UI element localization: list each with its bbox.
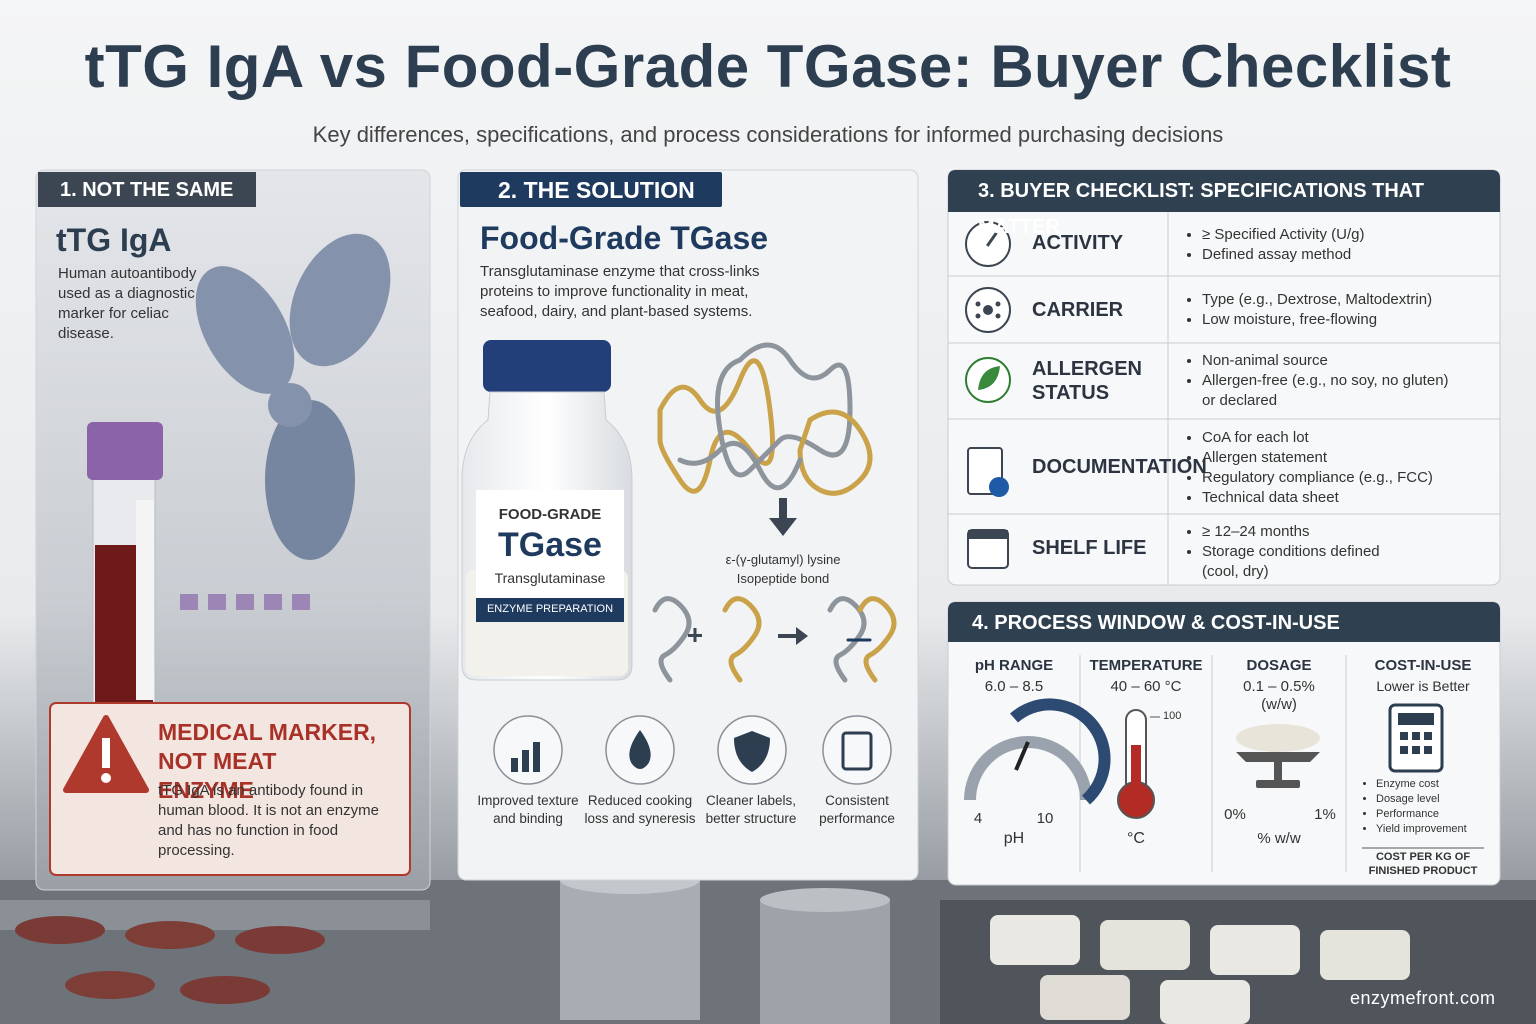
spec-name: ALLERGEN STATUS xyxy=(1032,358,1142,404)
spec-name: ACTIVITY xyxy=(1032,232,1124,254)
panel-header xyxy=(948,170,1500,212)
scale-max: 100 xyxy=(1163,710,1182,722)
panel-label: 2. THE SOLUTION xyxy=(498,177,695,203)
spec-name: SHELF LIFE xyxy=(1032,537,1147,559)
cost-factor: Yield improvement xyxy=(1376,822,1467,837)
row-glyphs xyxy=(968,231,1009,539)
spec-item: Storage conditions defined (cool, dry) xyxy=(1202,542,1402,582)
warning-text: tTG IgA is an antibody found in human bl… xyxy=(158,782,379,859)
cost-footer: COST PER KG OF FINISHED PRODUCT xyxy=(1368,851,1478,877)
scale xyxy=(1236,724,1320,788)
scale-min: 4 xyxy=(973,810,983,827)
sample-tubes xyxy=(180,594,310,610)
panel-tab xyxy=(460,172,722,207)
ph-gauge xyxy=(964,698,1111,805)
spec-name: CARRIER xyxy=(1032,299,1124,321)
scale-min: 0% xyxy=(1224,806,1246,823)
factory-scene xyxy=(0,866,1536,1024)
panel-heading: Food-Grade TGase xyxy=(480,220,769,256)
panel-description: Transglutaminase enzyme that cross-links… xyxy=(480,263,760,320)
table-rules xyxy=(948,212,1500,585)
unit-label: °C xyxy=(1127,830,1145,847)
column-title: COST-IN-USE xyxy=(1374,657,1472,674)
spec-item: Regulatory compliance (e.g., FCC) xyxy=(1202,468,1433,488)
cost-factor: Enzyme cost xyxy=(1376,777,1467,792)
benefit-glyphs xyxy=(511,730,873,772)
column-value: 40 – 60 °C xyxy=(1110,678,1182,695)
benefit-label: Consistent performance xyxy=(819,793,895,826)
panel-label: 4. PROCESS WINDOW & COST-IN-USE xyxy=(972,612,1340,634)
spec-item: Allergen-free (e.g., no soy, no gluten) … xyxy=(1202,371,1462,411)
spec-item: Low moisture, free-flowing xyxy=(1202,310,1432,330)
benefit-label: Cleaner labels, better structure xyxy=(705,793,797,826)
spec-item: Non-animal source xyxy=(1202,351,1462,371)
site-name: enzymefront.com xyxy=(1350,988,1496,1008)
spec-item: Technical data sheet xyxy=(1202,488,1433,508)
column-value: 6.0 – 8.5 xyxy=(984,678,1044,695)
warning-title: MEDICAL MARKER, NOT MEAT ENZYME xyxy=(158,719,377,803)
bottle-band: ENZYME PREPARATION xyxy=(486,603,614,615)
column-title: TEMPERATURE xyxy=(1089,657,1203,674)
spec-item: Type (e.g., Dextrose, Maltodextrin) xyxy=(1202,290,1432,310)
spec-item: CoA for each lot xyxy=(1202,428,1433,448)
spec-list: ≥ 12–24 months Storage conditions define… xyxy=(1186,522,1402,582)
spec-list: CoA for each lot Allergen statement Regu… xyxy=(1186,428,1433,508)
panel-heading: tTG IgA xyxy=(56,222,172,258)
enzyme-bottle xyxy=(461,340,633,681)
protein-structure xyxy=(652,342,897,683)
column-title: pH RANGE xyxy=(974,657,1054,674)
spec-item: ≥ 12–24 months xyxy=(1202,522,1402,542)
panel-header xyxy=(948,602,1500,642)
cost-factor: Dosage level xyxy=(1376,792,1467,807)
spec-item: Allergen statement xyxy=(1202,448,1433,468)
scale-max: 10 xyxy=(1036,810,1054,827)
column-value: 0.1 – 0.5% (w/w) xyxy=(1243,678,1315,713)
panel-description: Human autoantibody used as a diagnostic … xyxy=(58,265,197,342)
bottle-name: TGase xyxy=(498,526,602,564)
spec-name: DOCUMENTATION xyxy=(1032,456,1207,478)
blood-tube xyxy=(87,422,163,711)
panel-tab xyxy=(38,172,256,207)
cost-factors: Enzyme cost Dosage level Performance Yie… xyxy=(1360,777,1467,837)
bottle-line: Transglutaminase xyxy=(494,570,606,586)
bottle-line: FOOD-GRADE xyxy=(498,506,602,523)
page-title: tTG IgA vs Food-Grade TGase: Buyer Check… xyxy=(84,33,1452,100)
benefit-label: Improved texture and binding xyxy=(477,793,579,826)
spec-item: ≥ Specified Activity (U/g) xyxy=(1202,225,1364,245)
reaction-arrows xyxy=(688,498,808,645)
page-subtitle: Key differences, specifications, and pro… xyxy=(312,122,1224,147)
warning-icon xyxy=(63,715,149,793)
column-title: DOSAGE xyxy=(1246,657,1312,674)
spec-list: ≥ Specified Activity (U/g) Defined assay… xyxy=(1186,225,1364,265)
scale-max: 1% xyxy=(1314,806,1336,823)
cost-factor: Performance xyxy=(1376,807,1467,822)
calculator xyxy=(1388,703,1444,773)
benefit-label: Reduced cooking loss and syneresis xyxy=(584,793,696,826)
column-value: Lower is Better xyxy=(1376,678,1470,694)
unit-label: % w/w xyxy=(1257,830,1301,847)
spec-item: Defined assay method xyxy=(1202,245,1364,265)
spec-list: Type (e.g., Dextrose, Maltodextrin) Low … xyxy=(1186,290,1432,330)
warning-box xyxy=(49,702,411,876)
spec-list: Non-animal source Allergen-free (e.g., n… xyxy=(1186,351,1462,411)
unit-label: pH xyxy=(1003,830,1025,847)
thermometer xyxy=(1117,709,1160,819)
antibody-illustration xyxy=(195,233,391,560)
panel-label: 3. BUYER CHECKLIST: SPECIFICATIONS THAT … xyxy=(978,180,1424,238)
panel-label: 1. NOT THE SAME xyxy=(60,179,234,201)
bond-label: ε-(γ-glutamyl) lysine Isopeptide bond xyxy=(725,552,841,586)
